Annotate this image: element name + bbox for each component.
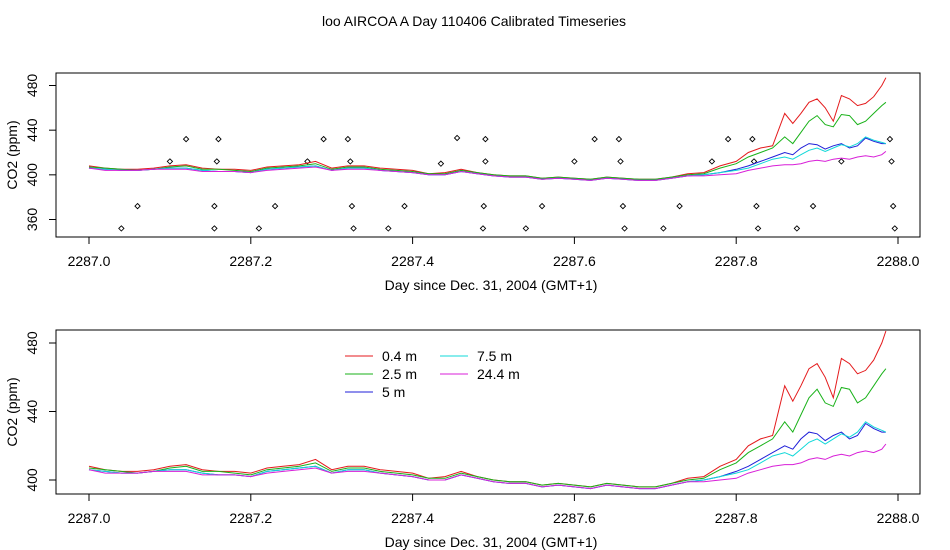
top-x-axis: 2287.0 2287.2 2287.4 2287.6 2287.8 2288.0 — [68, 237, 920, 269]
top-data-point — [621, 225, 628, 232]
top-data-point — [754, 225, 762, 232]
top-x-tick-label: 2287.0 — [68, 253, 111, 269]
top-data-point — [350, 225, 357, 232]
bottom-x-tick-label: 2287.8 — [715, 510, 758, 526]
bottom-y-tick-label: 400 — [24, 468, 40, 492]
top-data-point — [809, 202, 817, 210]
top-data-point — [619, 202, 627, 210]
legend-label-2-5-m: 2.5 m — [382, 366, 417, 382]
top-data-point — [838, 158, 845, 165]
top-data-point — [211, 225, 218, 232]
bottom-y-tick-label: 440 — [24, 400, 40, 424]
top-data-point — [538, 202, 546, 210]
legend-label-0-4-m: 0.4 m — [382, 348, 417, 364]
top-plot-frame — [55, 72, 921, 238]
top-data-point — [385, 225, 392, 232]
bottom-y-axis: 400 440 480 — [24, 331, 56, 492]
bottom-x-tick-label: 2287.0 — [68, 510, 111, 526]
top-data-point — [749, 135, 756, 143]
top-data-point — [891, 225, 899, 232]
top-data-point — [347, 158, 354, 165]
legend-label-24-4-m: 24.4 m — [477, 366, 520, 382]
top-x-tick-label: 2288.0 — [877, 253, 920, 269]
top-panel: 2287.0 2287.2 2287.4 2287.6 2287.8 2288.0 360… — [4, 72, 921, 293]
top-data-point — [615, 135, 623, 143]
top-x-tick-label: 2287.4 — [391, 253, 434, 269]
top-series-line-0-4-m — [88, 77, 887, 180]
top-y-axis-label: CO2 (ppm) — [4, 120, 20, 189]
top-data-point — [886, 135, 894, 143]
top-data-point — [482, 158, 489, 165]
top-data-point — [453, 134, 461, 142]
figure-title: loo AIRCOA A Day 110406 Calibrated Times… — [322, 13, 626, 29]
top-data-point — [480, 202, 488, 210]
top-data-point — [591, 135, 598, 143]
top-data-point — [617, 158, 624, 165]
top-data-point — [118, 225, 125, 232]
top-data-point — [348, 202, 356, 210]
top-y-tick-label: 360 — [24, 208, 40, 232]
top-data-point — [660, 225, 667, 232]
top-data-point — [522, 225, 530, 232]
top-data-point — [571, 158, 578, 165]
top-data-point — [320, 135, 327, 143]
top-data-point — [724, 135, 732, 143]
bottom-x-tick-label: 2287.2 — [229, 510, 272, 526]
top-data-point — [134, 202, 141, 210]
top-x-axis-label: Day since Dec. 31, 2004 (GMT+1) — [385, 277, 598, 293]
top-x-tick-label: 2287.8 — [715, 253, 758, 269]
bottom-x-tick-label: 2287.4 — [391, 510, 434, 526]
bottom-panel: 2287.0 2287.2 2287.4 2287.6 2287.8 2288.0 400… — [4, 329, 921, 550]
top-data-point — [708, 158, 716, 165]
top-data-point — [676, 202, 683, 210]
bottom-series-line-24-4-m — [88, 443, 887, 490]
top-y-axis: 360 400 440 480 — [24, 74, 56, 232]
top-x-tick-label: 2287.6 — [553, 253, 596, 269]
bottom-series-line-2-5-m — [88, 368, 887, 488]
top-y-tick-label: 400 — [24, 163, 40, 187]
bottom-x-axis: 2287.0 2287.2 2287.4 2287.6 2287.8 2288.0 — [68, 494, 920, 526]
bottom-x-tick-label: 2287.6 — [553, 510, 596, 526]
top-data-point — [479, 225, 487, 232]
bottom-y-tick-label: 480 — [24, 331, 40, 355]
top-data-point — [211, 202, 218, 210]
top-data-point — [437, 160, 445, 167]
bottom-y-axis-label: CO2 (ppm) — [4, 377, 20, 446]
bottom-x-tick-label: 2288.0 — [877, 510, 920, 526]
bottom-series-lines — [88, 330, 887, 490]
top-data-point — [215, 135, 222, 143]
bottom-x-axis-label: Day since Dec. 31, 2004 (GMT+1) — [385, 534, 598, 550]
top-data-point — [182, 135, 190, 143]
top-data-point — [753, 202, 760, 210]
top-data-point — [213, 158, 221, 165]
top-data-point — [401, 202, 408, 210]
top-series-line-2-5-m — [88, 101, 887, 180]
top-points-layer — [118, 134, 899, 232]
top-data-point — [344, 135, 352, 143]
top-data-point — [255, 225, 263, 232]
top-data-point — [482, 135, 489, 143]
legend: 0.4 m 2.5 m 5 m 7.5 m 24.4 m — [345, 348, 520, 400]
top-series-line-24-4-m — [88, 151, 887, 181]
legend-label-7-5-m: 7.5 m — [477, 348, 512, 364]
top-data-point — [166, 158, 174, 165]
top-data-point — [793, 225, 801, 232]
top-x-tick-label: 2287.2 — [229, 253, 272, 269]
legend-label-5-m: 5 m — [382, 384, 405, 400]
top-data-point — [888, 158, 895, 165]
top-y-tick-label: 480 — [24, 74, 40, 98]
top-data-point — [889, 202, 897, 210]
top-y-tick-label: 440 — [24, 118, 40, 142]
top-series-lines — [88, 77, 887, 181]
top-data-point — [271, 202, 279, 210]
